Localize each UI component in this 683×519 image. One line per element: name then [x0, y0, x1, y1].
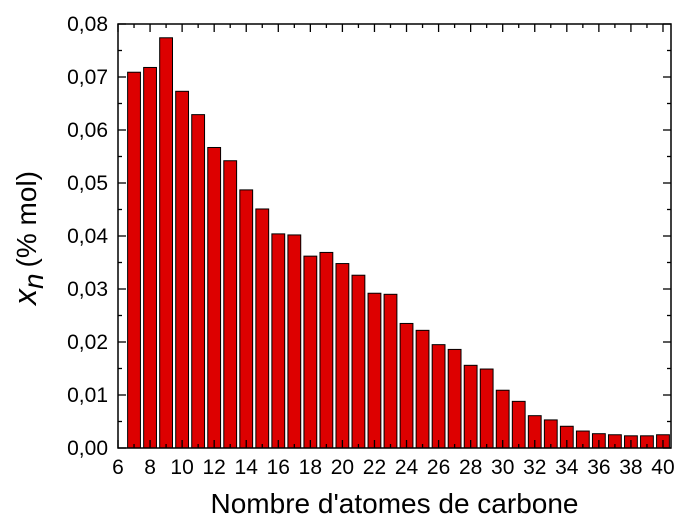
x-tick-label: 18: [299, 456, 322, 479]
x-tick-label: 14: [235, 456, 259, 479]
bar-c29: [479, 368, 494, 449]
bar-c23: [383, 293, 398, 449]
x-tick-label: 24: [395, 456, 419, 479]
y-tick-label: 0,05: [67, 172, 108, 195]
x-tick-label: 26: [427, 456, 450, 479]
x-tick-label: 12: [202, 456, 225, 479]
bar-c31: [511, 400, 526, 449]
bars-layer: [127, 37, 670, 449]
bar-c14: [239, 189, 254, 449]
bar-c13: [223, 160, 238, 449]
y-tick-label: 0,04: [67, 225, 108, 248]
bar-c25: [415, 329, 430, 449]
x-tick-label: 40: [651, 456, 674, 479]
x-tick-label: 22: [363, 456, 386, 479]
x-tick-label: 6: [112, 456, 124, 479]
y-tick-label: 0,01: [67, 384, 108, 407]
bar-c19: [319, 251, 334, 449]
x-tick-label: 30: [491, 456, 514, 479]
bar-c26: [431, 344, 446, 449]
y-tick-label: 0,06: [67, 119, 108, 142]
bar-c33: [543, 419, 558, 449]
x-tick-label: 10: [170, 456, 193, 479]
x-tick-label: 38: [619, 456, 642, 479]
x-tick-label: 28: [459, 456, 482, 479]
y-axis-variable: x: [7, 288, 43, 307]
ticks-layer: [117, 23, 671, 449]
y-tick-label: 0,08: [67, 13, 108, 36]
bar-c27: [447, 348, 462, 449]
bar-c22: [367, 292, 382, 449]
bar-c7: [127, 71, 141, 449]
bar-c21: [351, 274, 366, 449]
x-tick-label: 16: [267, 456, 290, 479]
y-tick-label: 0,07: [67, 66, 108, 89]
x-axis-title: Nombre d'atomes de carbone: [211, 488, 579, 519]
x-tick-label: 32: [523, 456, 546, 479]
y-axis-unit: (% mol): [11, 171, 42, 267]
bar-c18: [303, 255, 318, 449]
bar-c12: [207, 146, 222, 449]
x-tick-label: 34: [555, 456, 579, 479]
x-tick-label: 20: [331, 456, 354, 479]
bar-c30: [495, 389, 510, 449]
bar-c8: [143, 66, 157, 449]
bar-c20: [335, 263, 350, 449]
bar-c28: [463, 364, 478, 449]
bar-c16: [271, 233, 286, 449]
x-tick-label: 36: [587, 456, 610, 479]
x-tick-label: 8: [144, 456, 156, 479]
y-tick-label: 0,03: [67, 278, 108, 301]
bar-c10: [175, 90, 190, 449]
bar-c9: [159, 37, 173, 449]
bar-c11: [191, 114, 206, 449]
bar-c15: [255, 208, 270, 449]
y-tick-label: 0,02: [67, 331, 108, 354]
y-tick-label: 0,00: [67, 437, 108, 460]
y-axis-title: xn (% mol): [7, 171, 49, 307]
bar-c24: [399, 322, 414, 449]
bar-c17: [287, 234, 302, 449]
tick-labels-layer: 6 8 10 12 14 16 18 20 22 24 26 28 30 32 34 36 38 40 0,00 0,…: [67, 13, 675, 479]
y-axis-subscript: n: [18, 273, 49, 289]
